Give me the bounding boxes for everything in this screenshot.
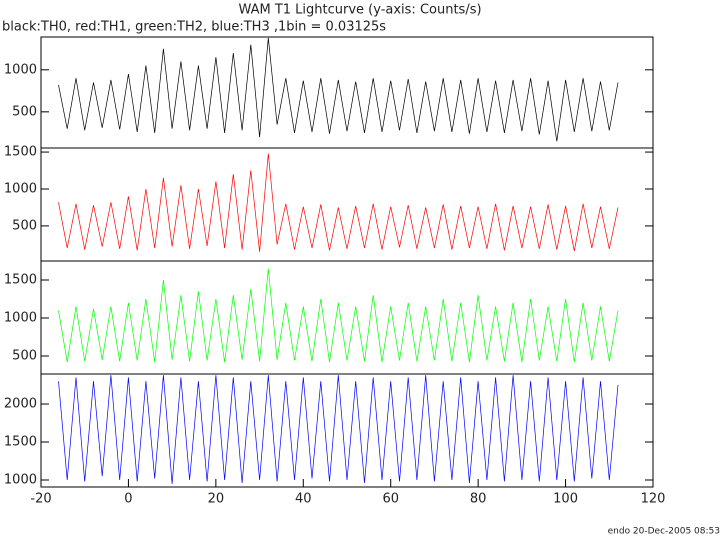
y-tick-label: 1000	[4, 473, 37, 488]
y-tick-label: 500	[12, 104, 37, 119]
x-tick-label: 100	[553, 492, 578, 507]
light-curve	[58, 375, 619, 484]
light-curve	[58, 268, 619, 363]
chart-title: WAM T1 Lightcurve (y-axis: Counts/s)	[238, 3, 481, 18]
x-tick-label: 0	[124, 492, 132, 507]
y-tick-label: 1500	[4, 435, 37, 450]
panel-frame	[40, 260, 654, 375]
panel-frame	[40, 373, 654, 488]
panel-frame	[40, 147, 654, 262]
x-tick-label: 80	[470, 492, 487, 507]
y-tick-label: 1000	[4, 181, 37, 196]
x-tick-label: 120	[641, 492, 666, 507]
y-tick-label: 1500	[4, 145, 37, 160]
panel-frame	[40, 36, 654, 149]
chart-subtitle: black:TH0, red:TH1, green:TH2, blue:TH3 …	[2, 20, 386, 35]
y-tick-label: 2000	[4, 397, 37, 412]
y-tick-label: 1000	[4, 62, 37, 77]
y-tick-label: 500	[12, 218, 37, 233]
x-tick-label: 20	[208, 492, 225, 507]
x-tick-label: -20	[30, 492, 51, 507]
y-tick-label: 1000	[4, 310, 37, 325]
light-curve	[58, 153, 619, 252]
x-tick-label: 60	[382, 492, 399, 507]
footer: endo 20-Dec-2005 08:53	[608, 527, 720, 537]
y-tick-label: 500	[12, 348, 37, 363]
x-tick-label: 40	[295, 492, 312, 507]
light-curve	[58, 37, 619, 142]
y-tick-label: 1500	[4, 272, 37, 287]
